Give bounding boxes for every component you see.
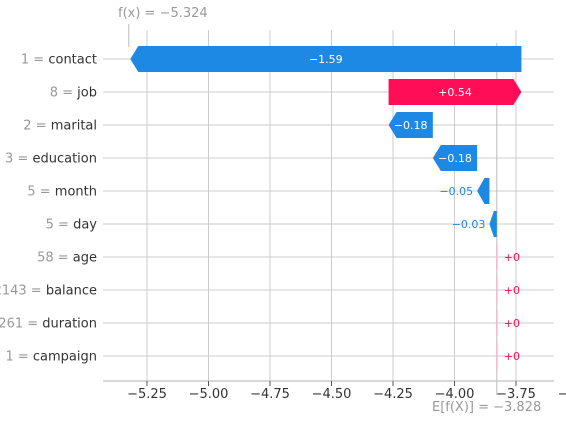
feature-name: duration xyxy=(42,317,97,332)
feature-label: 1 = campaign xyxy=(5,350,97,365)
feature-name: job xyxy=(76,86,97,101)
bar-negative xyxy=(477,178,490,204)
bar-label: −0.05 xyxy=(439,185,473,198)
feature-label: 8 = job xyxy=(50,86,97,101)
x-tick-label: −3.50 xyxy=(558,387,566,402)
feature-name: month xyxy=(55,185,97,200)
bars: +0 +0 +0 +0 −0.03 −0.05 −0.18 −0.18 +0.54 −1.59 xyxy=(130,46,522,369)
bar-label: +0 xyxy=(504,251,520,264)
bar-positive xyxy=(388,79,522,105)
bar-label: −1.59 xyxy=(309,53,343,66)
y-axis-labels: 1 = contact 8 = job 2 = marital 3 = educati… xyxy=(0,53,97,365)
feature-label: 5 = day xyxy=(46,218,98,233)
bar-label: −0.03 xyxy=(452,218,486,231)
feature-value: 5 = xyxy=(46,218,73,233)
x-tick-label: −4.00 xyxy=(435,387,475,402)
feature-name: campaign xyxy=(33,350,97,365)
bar-label: −0.18 xyxy=(394,119,428,132)
feature-value: 261 = xyxy=(0,317,42,332)
efx-label: E[f(X)] = −3.828 xyxy=(432,400,541,415)
feature-label: 5 = month xyxy=(27,185,97,200)
feature-value: 58 = xyxy=(37,251,73,266)
x-tick-label: −4.50 xyxy=(312,387,352,402)
bar-label: −0.18 xyxy=(438,152,472,165)
fx-label: f(x) = −5.324 xyxy=(118,6,208,21)
feature-label: 2 = marital xyxy=(23,119,97,134)
x-tick-label: −3.75 xyxy=(496,387,536,402)
feature-value: 3 = xyxy=(5,152,32,167)
feature-label: 261 = duration xyxy=(0,317,97,332)
bar-label: +0 xyxy=(504,317,520,330)
feature-name: age xyxy=(73,251,97,266)
feature-name: education xyxy=(32,152,97,167)
feature-value: 8 = xyxy=(50,86,77,101)
feature-value: 2 = xyxy=(23,119,50,134)
bar-negative xyxy=(489,211,497,237)
feature-label: 1 = contact xyxy=(21,53,97,68)
efx-label-text: E[f(X)] = −3.828 xyxy=(432,400,542,415)
x-axis: −5.25 −5.00 −4.75 −4.50 −4.25 −4.00 −3.75 −3.50 xyxy=(103,380,566,402)
feature-name: marital xyxy=(51,119,97,134)
x-tick-label: −4.25 xyxy=(373,387,413,402)
fx-label-text: f(x) = −5.324 xyxy=(118,6,208,21)
feature-name: contact xyxy=(48,53,97,68)
bar-label: +0 xyxy=(504,350,520,363)
bar-label: +0 xyxy=(504,284,520,297)
feature-value: 2143 = xyxy=(0,284,46,299)
feature-label: 3 = education xyxy=(5,152,97,167)
bar-label: +0.54 xyxy=(438,86,472,99)
x-tick-label: −5.25 xyxy=(127,387,167,402)
feature-value: 1 = xyxy=(5,350,32,365)
feature-value: 5 = xyxy=(27,185,54,200)
feature-name: day xyxy=(73,218,97,233)
x-tick-label: −4.75 xyxy=(250,387,290,402)
feature-label: 2143 = balance xyxy=(0,284,97,299)
feature-value: 1 = xyxy=(21,53,48,68)
bar-negative xyxy=(388,112,433,138)
x-tick-label: −5.00 xyxy=(189,387,229,402)
feature-label: 58 = age xyxy=(37,251,97,266)
bar-negative xyxy=(130,46,522,72)
feature-name: balance xyxy=(46,284,97,299)
bar-negative xyxy=(432,145,478,171)
